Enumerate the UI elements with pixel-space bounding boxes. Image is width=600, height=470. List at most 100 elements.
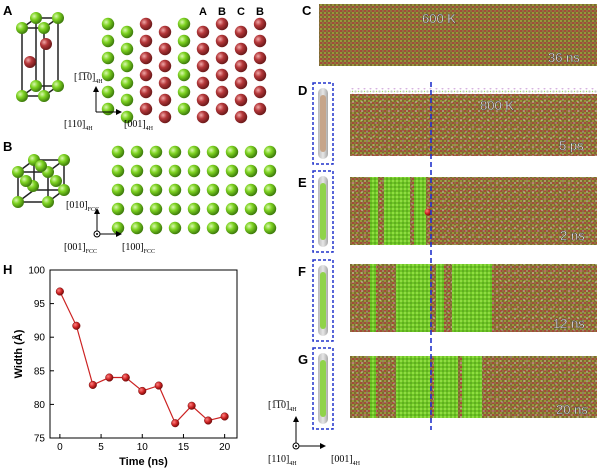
atom	[244, 202, 258, 216]
atom	[253, 85, 267, 99]
lattice-fcc	[111, 145, 277, 235]
atom	[206, 183, 220, 197]
stacking-label-b2: B	[256, 6, 264, 18]
atom	[234, 93, 248, 107]
sim-time-d: 5 ps	[559, 138, 584, 153]
x-tick-label: 20	[219, 442, 231, 453]
y-tick-label: 100	[28, 266, 45, 277]
atom	[120, 93, 134, 107]
atom	[139, 102, 153, 116]
data-point	[55, 287, 64, 296]
atom	[111, 164, 125, 178]
atom	[187, 183, 201, 197]
atom	[263, 145, 277, 159]
atom	[111, 202, 125, 216]
data-point	[105, 373, 114, 382]
atom	[244, 221, 258, 235]
cross-section-box-f	[312, 259, 334, 342]
y-tick-label: 75	[34, 434, 46, 445]
atom	[177, 102, 191, 116]
atom	[168, 145, 182, 159]
atom	[130, 183, 144, 197]
axis-label-h-b: [100]FCC	[122, 242, 155, 255]
atom	[101, 51, 115, 65]
axis-label-v-g: [1̅1̅0]4H	[268, 400, 297, 413]
cross-section-box-g	[312, 347, 334, 430]
atom	[101, 17, 115, 31]
atom	[101, 102, 115, 116]
sim-time-g: 20 ns	[556, 402, 588, 417]
atom	[177, 68, 191, 82]
atom	[215, 68, 229, 82]
fcc-band-e2	[384, 177, 410, 245]
panel-f: F 12 ns	[298, 264, 597, 332]
atom	[253, 68, 267, 82]
y-tick-label: 90	[34, 333, 46, 344]
atom	[215, 85, 229, 99]
atom	[196, 93, 210, 107]
panel-label-a: A	[3, 3, 13, 18]
atom	[187, 202, 201, 216]
atom	[244, 183, 258, 197]
axis-label-o-a: [110]4H	[64, 119, 93, 132]
sim-strip-c	[319, 4, 597, 66]
data-point	[138, 386, 147, 396]
atom	[196, 110, 210, 124]
atom	[215, 102, 229, 116]
series-line	[59, 291, 225, 425]
axes-fcc-panel-b: [010]FCC [001]FCC [100]FCC	[64, 200, 155, 255]
fcc-band-f4	[452, 264, 492, 332]
atom	[234, 42, 248, 56]
atom	[234, 59, 248, 73]
atom	[215, 17, 229, 31]
fcc-band-e3	[414, 177, 426, 245]
cross-section-box-e	[312, 170, 334, 253]
width-vs-time-chart: 75 80 85 90 95 100 0 5 10 15 20 Time (ns) Width (Å)	[12, 266, 238, 468]
fcc-band-g2	[396, 356, 430, 418]
stacking-label-a: A	[199, 6, 207, 18]
atom	[225, 202, 239, 216]
data-point	[187, 401, 196, 410]
atom	[244, 164, 258, 178]
atom	[120, 76, 134, 90]
panel-label-b: B	[3, 139, 12, 154]
data-point	[121, 373, 130, 382]
atom	[139, 34, 153, 48]
atom	[187, 164, 201, 178]
atom	[253, 34, 267, 48]
defect-marker	[424, 208, 432, 216]
atom	[225, 145, 239, 159]
sim-time-c: 36 ns	[548, 50, 580, 65]
atom	[168, 202, 182, 216]
cross-sections	[312, 82, 334, 430]
atom	[253, 102, 267, 116]
atom	[206, 145, 220, 159]
sim-fringe-d	[350, 88, 597, 94]
atom	[225, 221, 239, 235]
axes-4h-panel-a: [1̅1̅0]4H [110]4H [001]4H	[64, 72, 154, 132]
atom	[206, 202, 220, 216]
y-axis-label: Width (Å)	[12, 329, 25, 378]
x-tick-label: 10	[137, 442, 149, 453]
atom	[225, 164, 239, 178]
data-point	[154, 381, 163, 390]
sim-temp-d: 800 K	[480, 98, 514, 113]
atom	[177, 85, 191, 99]
atom	[187, 221, 201, 235]
data-point	[220, 412, 229, 421]
data-point	[72, 321, 81, 330]
fcc-band-g1	[370, 356, 376, 418]
unit-cell-fcc-atoms	[12, 154, 70, 208]
atom	[120, 110, 134, 124]
panel-d: D 800 K 5 ps	[298, 83, 597, 156]
atom	[149, 164, 163, 178]
atom	[139, 17, 153, 31]
fcc-band-g3	[434, 356, 458, 418]
atom	[196, 76, 210, 90]
panel-label-f: F	[298, 264, 306, 279]
atom	[130, 145, 144, 159]
atom	[158, 25, 172, 39]
fcc-band-e1	[370, 177, 378, 245]
atom	[263, 202, 277, 216]
